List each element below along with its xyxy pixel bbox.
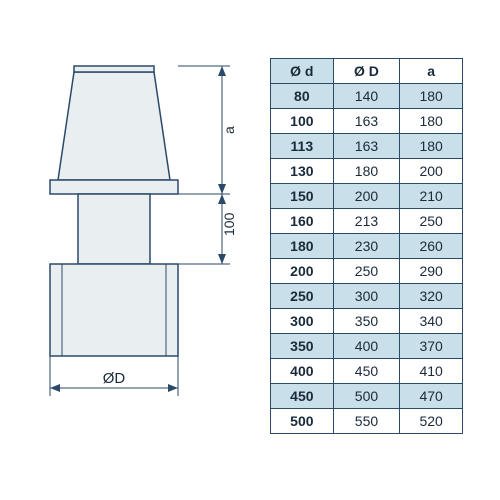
cell-a: 260 [400,234,463,259]
cell-D: 213 [333,209,400,234]
cell-D: 200 [333,184,400,209]
cell-D: 230 [333,234,400,259]
cell-D: 450 [333,359,400,384]
cell-a: 210 [400,184,463,209]
col-header-d: Ø d [271,59,334,84]
table-row: 250300320 [271,284,463,309]
table-row: 100163180 [271,109,463,134]
cell-D: 140 [333,84,400,109]
cell-d: 500 [271,409,334,434]
page: a 100 ØD Ø d Ø D a [0,0,500,500]
cell-a: 340 [400,309,463,334]
table-row: 400450410 [271,359,463,384]
dimensions-table: Ø d Ø D a 801401801001631801131631801301… [270,58,463,434]
cell-d: 160 [271,209,334,234]
cell-d: 113 [271,134,334,159]
cell-a: 320 [400,284,463,309]
table-row: 80140180 [271,84,463,109]
cell-D: 163 [333,134,400,159]
table-row: 350400370 [271,334,463,359]
col-header-D: Ø D [333,59,400,84]
cell-a: 180 [400,134,463,159]
table-row: 130180200 [271,159,463,184]
cell-d: 200 [271,259,334,284]
dim-d-label: ØD [103,370,126,387]
table-row: 500550520 [271,409,463,434]
cell-a: 370 [400,334,463,359]
cell-D: 400 [333,334,400,359]
col-header-a: a [400,59,463,84]
cell-d: 180 [271,234,334,259]
cell-D: 250 [333,259,400,284]
table-row: 200250290 [271,259,463,284]
cell-d: 130 [271,159,334,184]
cell-d: 80 [271,84,334,109]
table-header-row: Ø d Ø D a [271,59,463,84]
cell-D: 350 [333,309,400,334]
cell-d: 350 [271,334,334,359]
table-row: 450500470 [271,384,463,409]
cell-D: 300 [333,284,400,309]
cell-d: 150 [271,184,334,209]
cell-d: 250 [271,284,334,309]
technical-diagram: a 100 ØD [30,60,260,430]
table-row: 180230260 [271,234,463,259]
table-row: 300350340 [271,309,463,334]
table-row: 150200210 [271,184,463,209]
cell-a: 250 [400,209,463,234]
cell-a: 410 [400,359,463,384]
cell-a: 290 [400,259,463,284]
cell-d: 400 [271,359,334,384]
cell-a: 520 [400,409,463,434]
cell-a: 470 [400,384,463,409]
cell-d: 100 [271,109,334,134]
cell-a: 200 [400,159,463,184]
cell-a: 180 [400,109,463,134]
table-row: 160213250 [271,209,463,234]
dim-a-label: a [221,126,237,134]
table: Ø d Ø D a 801401801001631801131631801301… [270,58,463,434]
table-row: 113163180 [271,134,463,159]
cell-d: 300 [271,309,334,334]
cell-D: 550 [333,409,400,434]
dim-100-label: 100 [221,212,237,236]
cell-D: 180 [333,159,400,184]
cell-D: 500 [333,384,400,409]
cell-a: 180 [400,84,463,109]
cell-D: 163 [333,109,400,134]
cell-d: 450 [271,384,334,409]
